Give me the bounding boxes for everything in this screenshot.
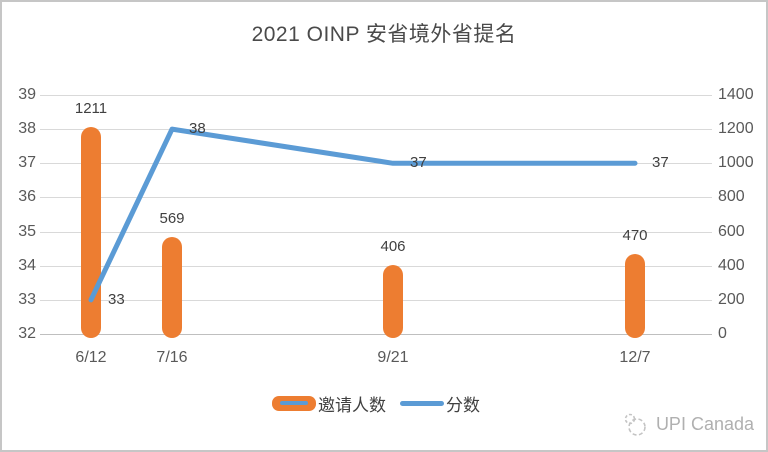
bar-swatch-line-icon <box>280 401 308 405</box>
right-axis-tick: 400 <box>718 256 745 274</box>
bar-value-label: 406 <box>380 237 406 255</box>
bar-6/12 <box>81 127 101 338</box>
line-value-label: 37 <box>410 154 427 172</box>
bar-value-label: 1211 <box>74 100 108 118</box>
gridline <box>40 197 712 199</box>
right-axis-tick: 1000 <box>718 154 754 172</box>
legend-label-invitations: 邀请人数 <box>318 395 386 415</box>
line-value-label: 33 <box>108 290 125 308</box>
left-axis-tick: 32 <box>18 325 36 342</box>
bar-value-label: 569 <box>159 209 185 227</box>
left-axis-tick: 37 <box>18 154 36 172</box>
right-axis-tick: 1200 <box>718 120 754 138</box>
watermark-text: UPI Canada <box>655 414 754 434</box>
line-value-label: 37 <box>652 154 669 172</box>
right-axis-tick: 800 <box>718 188 745 206</box>
x-axis-label: 7/16 <box>156 349 188 366</box>
left-axis-tick: 36 <box>18 188 36 206</box>
legend-item-invitations: 邀请人数 <box>272 391 386 416</box>
left-axis-tick: 38 <box>18 120 36 138</box>
legend: 邀请人数 分数 <box>40 391 712 416</box>
watermark: UPI Canada <box>622 411 754 438</box>
chart-title: 2021 OINP 安省境外省提名 <box>251 23 517 46</box>
x-axis-label: 9/21 <box>377 349 409 366</box>
right-axis-tick: 200 <box>718 290 745 308</box>
x-axis-label: 6/12 <box>75 349 107 366</box>
bar-7/16 <box>162 236 182 338</box>
gridline <box>40 129 712 131</box>
gridline <box>40 95 712 96</box>
upi-logo-icon <box>624 413 646 436</box>
right-axis-tick: 600 <box>718 222 745 240</box>
legend-item-score: 分数 <box>400 391 480 416</box>
left-axis-tick: 34 <box>18 256 36 274</box>
bar-12/7 <box>625 253 645 338</box>
x-axis-label: 12/7 <box>619 349 651 366</box>
line-series-swatch-icon <box>400 400 444 406</box>
bar-9/21 <box>383 264 403 338</box>
left-axis-tick: 33 <box>18 290 36 308</box>
legend-label-score: 分数 <box>446 395 480 415</box>
gridline <box>40 265 712 267</box>
gridline <box>40 163 712 165</box>
bar-series-swatch-icon <box>272 395 316 411</box>
right-axis-tick: 0 <box>718 325 727 342</box>
left-axis-tick: 39 <box>18 86 36 103</box>
left-axis-tick: 35 <box>18 222 36 240</box>
line-value-label: 38 <box>189 120 206 138</box>
bar-value-label: 470 <box>622 226 648 244</box>
right-axis-tick: 1400 <box>718 86 754 103</box>
gridline <box>40 334 712 335</box>
